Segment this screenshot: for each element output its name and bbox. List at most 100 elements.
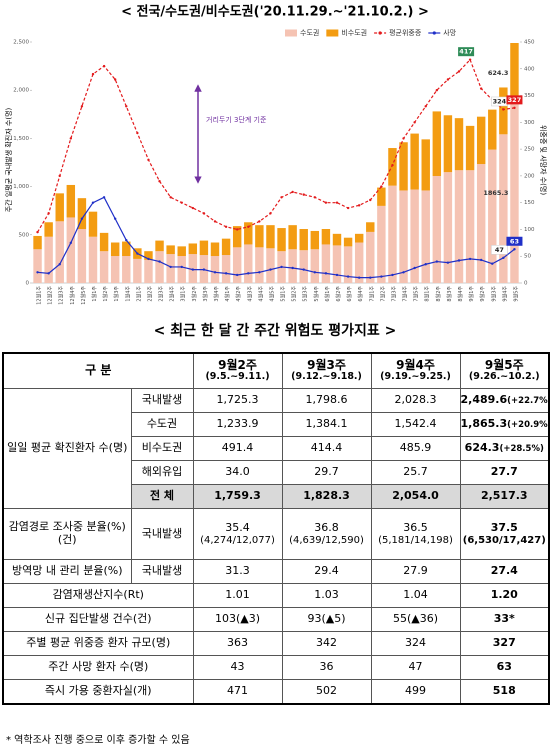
table-cell: 43 — [192, 655, 283, 680]
legend-label: 수도권 — [300, 29, 319, 37]
cell-detail: (5,181/14,198) — [378, 534, 453, 546]
x-tick-label: 7월4주 — [402, 286, 409, 302]
point-marker — [136, 131, 139, 135]
y-tick-label: 2,000 — [13, 88, 29, 94]
bar-segment — [177, 256, 186, 283]
bar-segment — [88, 236, 98, 283]
cell-value: 36.5 — [403, 520, 428, 534]
week-label: 9월4주 — [396, 357, 435, 372]
row-label: 해외유입 — [130, 460, 194, 485]
table-cell: 2,517.3 — [459, 484, 550, 509]
row-label: 신규 집단발생 건수(건) — [2, 607, 194, 632]
table-cell: 2,054.0 — [370, 484, 461, 509]
footnote: * 역학조사 진행 중으로 이후 증가할 수 있음 — [6, 735, 190, 746]
table-cell: 1.20 — [459, 583, 550, 608]
point-marker — [291, 190, 294, 194]
bar-segment — [399, 190, 408, 283]
point-marker — [302, 193, 305, 196]
x-tick-label: 1월1주 — [91, 286, 98, 302]
point-marker — [36, 271, 39, 274]
x-tick-label: 2월1주 — [135, 286, 142, 302]
point-marker — [91, 201, 95, 204]
bar-segment — [354, 242, 364, 283]
bar-segment — [421, 190, 430, 283]
point-marker — [113, 78, 117, 81]
week-range: (9.12.~9.18.) — [291, 371, 362, 383]
row-group-label: 일일 평균 확진환자 수(명) — [2, 388, 132, 509]
point-marker — [147, 158, 150, 162]
table-cell: 35.4 (4,274/12,077) — [192, 508, 283, 560]
bar-segment — [99, 251, 109, 283]
y-tick-label: 1,000 — [13, 184, 29, 190]
point-marker — [380, 275, 383, 278]
x-tick-label: 9월1주 — [468, 286, 475, 302]
cell-detail: (4,274/12,077) — [200, 534, 275, 546]
point-marker — [369, 276, 372, 279]
bar-segment — [332, 233, 342, 246]
bar-segment — [166, 245, 175, 255]
bar-segment — [354, 233, 364, 243]
bar-segment — [166, 254, 175, 283]
point-marker — [191, 206, 195, 210]
bar-segment — [244, 244, 253, 283]
x-tick-label: 7월3주 — [390, 286, 397, 302]
chart-title: < 전국/수도권/비수도권('20.11.29.~'21.10.2.) > — [121, 4, 429, 20]
bar-segment — [476, 164, 486, 283]
y-tick-label: 0 — [26, 281, 30, 287]
point-marker — [502, 108, 505, 111]
table-row: 비수도권 491.4 414.4 485.9 624.3(+28.5%) — [3, 436, 550, 461]
point-marker — [169, 196, 172, 199]
point-marker — [357, 276, 361, 279]
bar-segment — [454, 170, 464, 283]
x-tick-label: 12월1주 — [36, 286, 43, 305]
bar-segment — [110, 256, 120, 283]
x-tick-label: 3월2주 — [191, 286, 198, 302]
x-tick-label: 3월1주 — [180, 286, 187, 302]
table-cell: 25.7 — [370, 460, 461, 485]
table-cell: 471 — [192, 679, 283, 705]
row-group-label: 방역망 내 관리 분율(%) — [2, 559, 132, 584]
cell-value: 36.8 — [314, 520, 339, 534]
bar-segment — [476, 116, 486, 165]
table-cell: 103(▲3) — [192, 607, 283, 632]
bar-segment — [388, 148, 397, 186]
point-marker — [147, 257, 150, 261]
point-marker — [202, 268, 206, 271]
bar-segment — [310, 249, 320, 283]
data-label: 327 — [508, 96, 522, 104]
x-tick-label: 12월4주 — [69, 286, 76, 305]
bar-segment — [133, 258, 142, 283]
table-row: 주별 평균 위중증 환자 규모(명) 363 342 324 327 — [2, 631, 550, 656]
table-cell: 1,233.9 — [192, 412, 283, 437]
bar-segment — [255, 247, 264, 283]
point-marker — [235, 228, 239, 231]
cell-detail: (+20.9%) — [507, 420, 550, 431]
table-cell: 31.3 — [192, 559, 283, 584]
x-tick-label: 3월3주 — [202, 286, 209, 302]
legend-swatch-dot — [378, 31, 382, 35]
point-marker — [213, 271, 217, 274]
y2-tick-label: 450 — [524, 40, 535, 46]
row-label: 수도권 — [130, 412, 194, 437]
week-label: 9월2주 — [218, 357, 257, 372]
table-cell: 324 — [370, 631, 461, 656]
bar-segment — [88, 211, 98, 237]
x-tick-label: 1월2주 — [102, 286, 109, 302]
bar-segment — [299, 229, 308, 251]
table-cell: 499 — [370, 679, 461, 705]
bar-segment — [199, 240, 209, 256]
x-tick-label: 12월2주 — [47, 286, 54, 305]
bar-segment — [277, 228, 286, 252]
cell-detail: (+22.7%) — [507, 396, 550, 407]
bar-segment — [155, 251, 164, 283]
point-marker — [102, 196, 106, 199]
point-marker — [269, 268, 272, 271]
bar-segment — [232, 247, 242, 283]
x-tick-label: 4월1주 — [224, 286, 231, 302]
bar-segment — [288, 249, 297, 283]
point-marker — [479, 258, 483, 262]
point-marker — [435, 260, 439, 263]
y2-tick-label: 150 — [524, 200, 535, 206]
point-marker — [113, 217, 117, 220]
point-marker — [136, 252, 139, 255]
